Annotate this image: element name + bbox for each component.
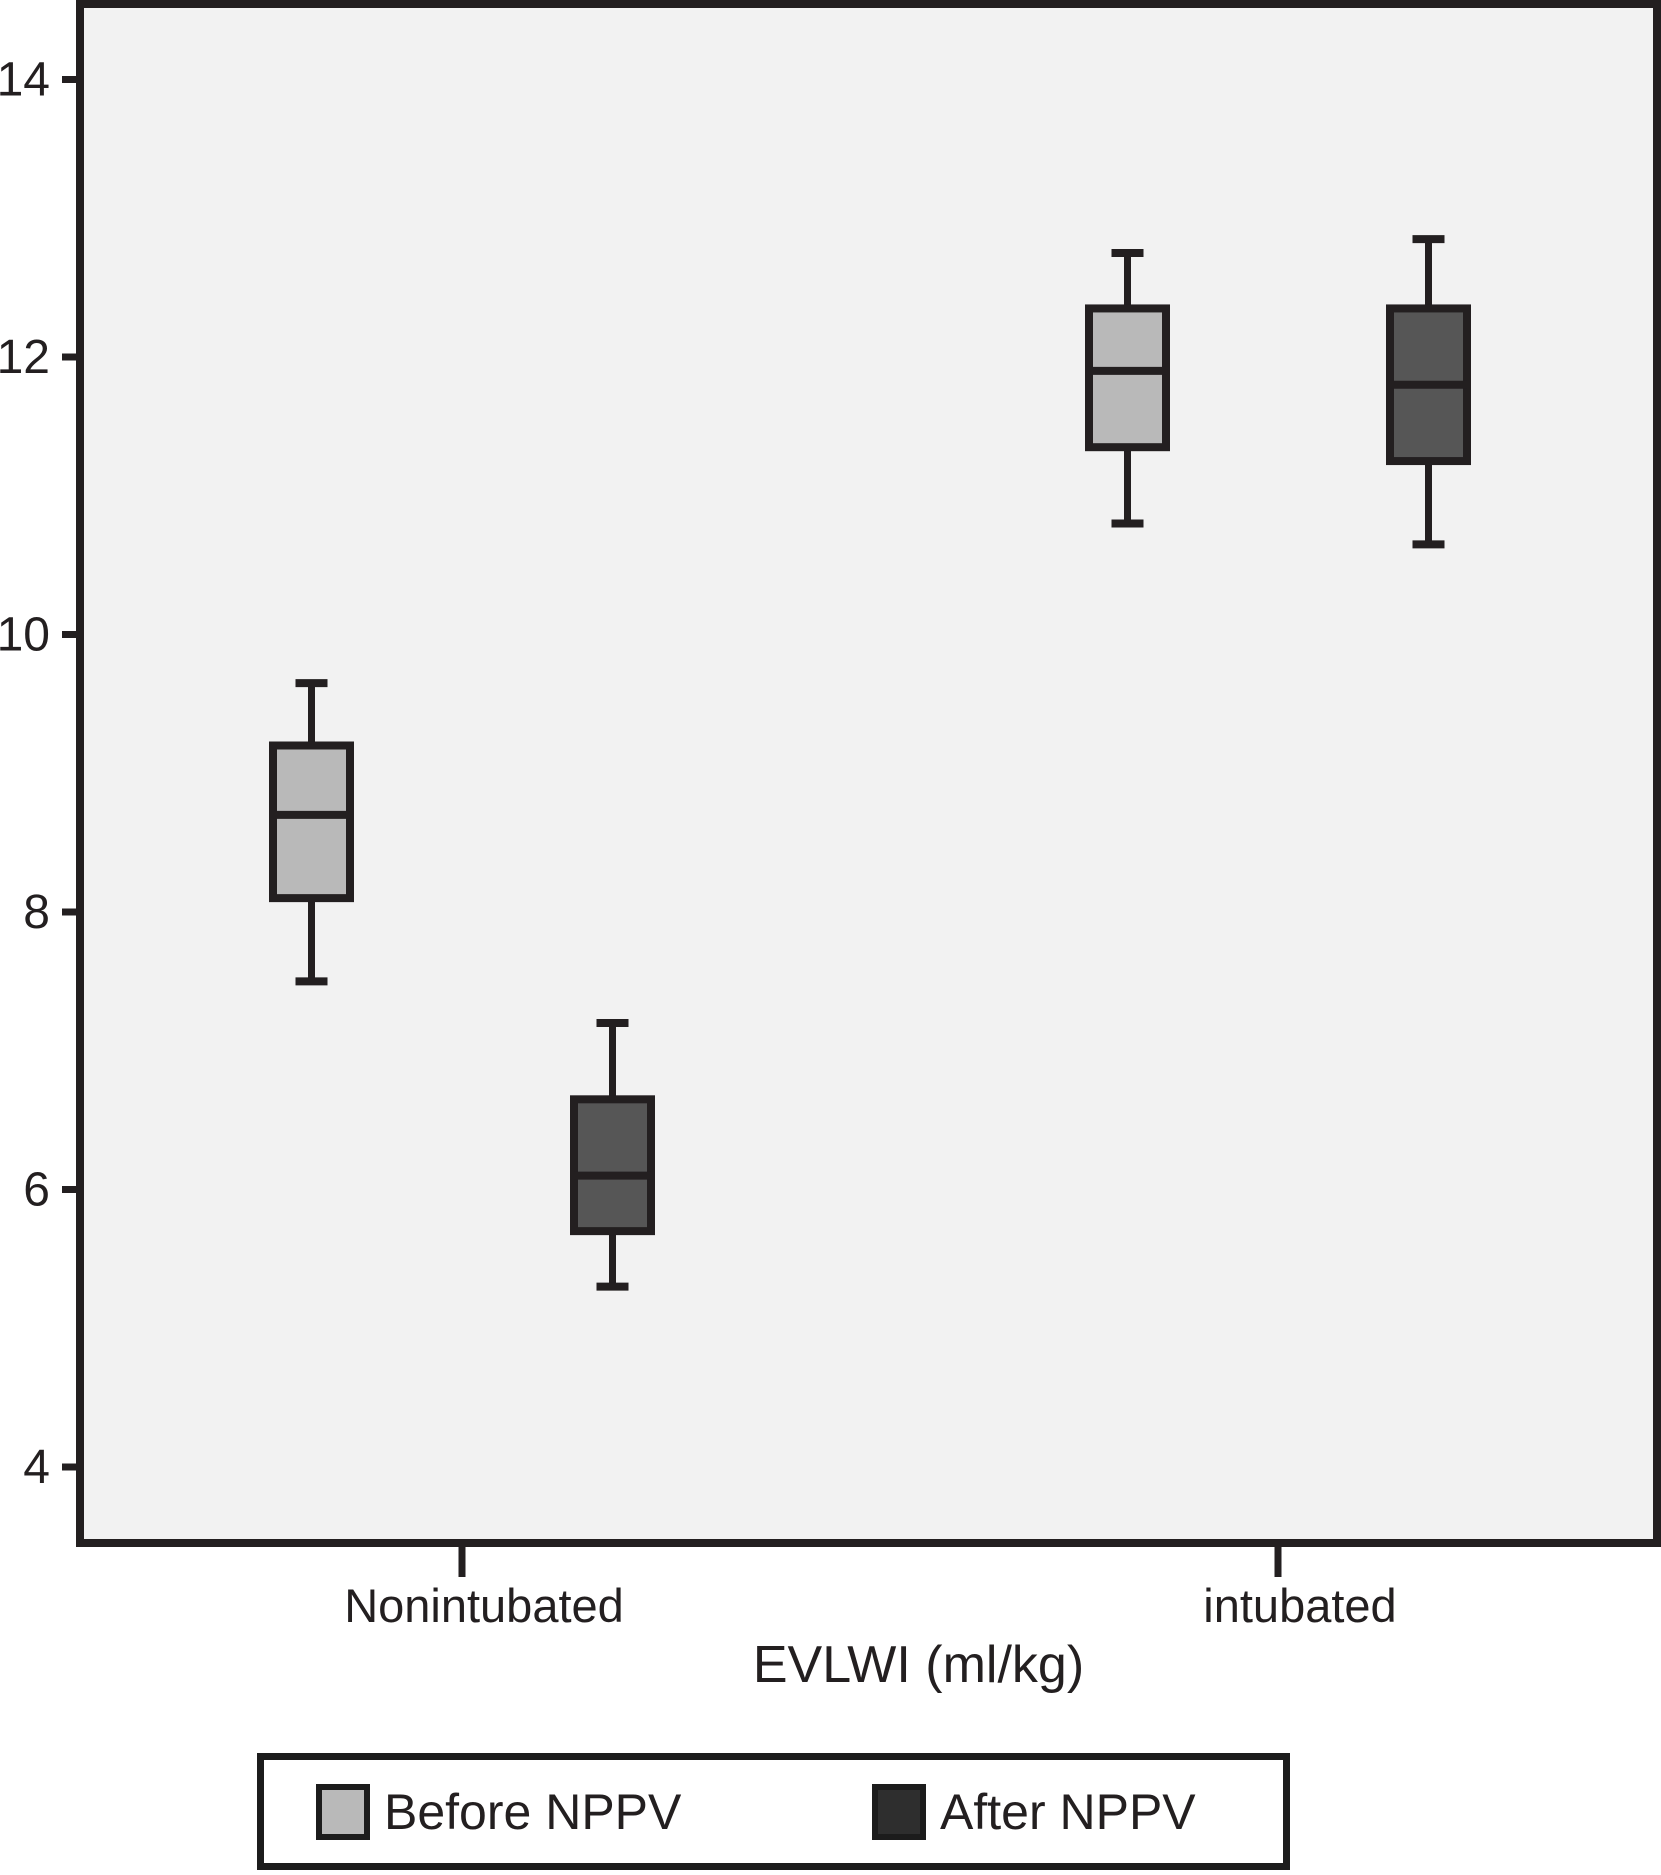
y-tick-label: 10 <box>0 609 50 662</box>
y-tick-label: 14 <box>0 54 50 107</box>
y-tick-label: 4 <box>23 1441 50 1494</box>
box-after-nppv-nonintubated <box>570 1019 655 1291</box>
x-axis-title: EVLWI (ml/kg) <box>753 1636 1084 1694</box>
legend: Before NPPV After NPPV <box>257 1753 1290 1870</box>
iqr-box <box>269 741 354 903</box>
iqr-box <box>570 1095 655 1236</box>
legend-item-after-nppv: After NPPV <box>872 1783 1196 1841</box>
legend-label-before-nppv: Before NPPV <box>384 1783 682 1840</box>
y-tick-label: 12 <box>0 331 50 384</box>
box-after-nppv-intubated <box>1386 235 1471 549</box>
legend-item-before-nppv: Before NPPV <box>316 1783 681 1841</box>
before-nppv-swatch-icon <box>316 1783 370 1840</box>
group-label: intubated <box>1203 1579 1396 1632</box>
after-nppv-swatch-icon <box>872 1783 926 1840</box>
legend-label-after-nppv: After NPPV <box>940 1783 1196 1840</box>
box-before-nppv-intubated <box>1085 248 1170 528</box>
y-tick-label: 8 <box>23 886 50 939</box>
iqr-box <box>1085 304 1170 452</box>
y-tick-label: 6 <box>23 1164 50 1217</box>
box-before-nppv-nonintubated <box>269 679 354 986</box>
group-label: Nonintubated <box>344 1579 624 1632</box>
